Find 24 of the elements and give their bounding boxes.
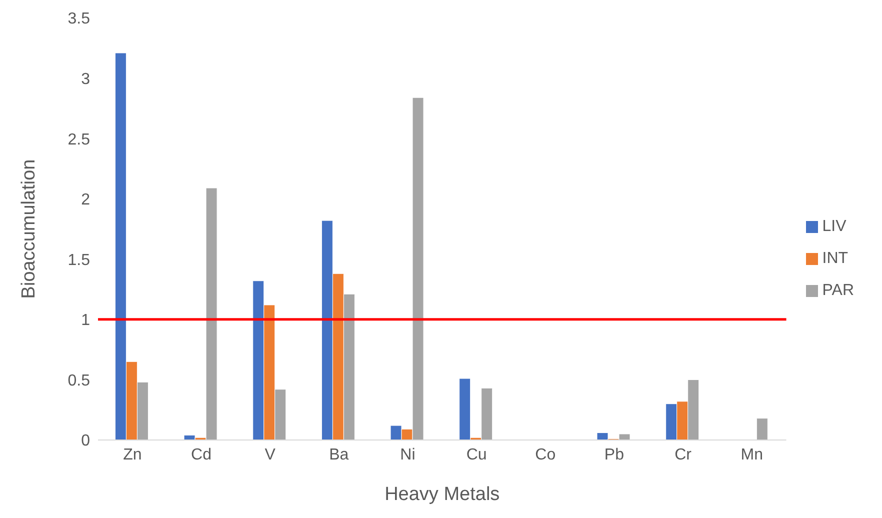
y-tick-label: 2 xyxy=(81,192,90,209)
bar xyxy=(756,418,768,440)
legend-label: LIV xyxy=(822,218,846,235)
x-tick-label: Cu xyxy=(466,446,487,464)
legend-label: INT xyxy=(822,250,848,267)
x-tick-label: Pb xyxy=(604,446,624,464)
x-tick-label: Mn xyxy=(740,446,763,464)
x-tick-label: Ba xyxy=(329,446,349,464)
x-tick-label: Zn xyxy=(123,446,142,464)
y-axis-title: Bioaccumulation xyxy=(18,159,40,299)
x-tick-label: Cr xyxy=(674,446,692,464)
y-tick-label: 3.5 xyxy=(68,10,90,28)
y-tick-label: 3 xyxy=(81,70,90,88)
x-tick-label: Cd xyxy=(191,446,212,464)
legend-label: PAR xyxy=(822,282,854,299)
x-axis-title: Heavy Metals xyxy=(384,484,500,505)
y-tick-label: 0 xyxy=(81,432,90,450)
y-tick-label: 2.5 xyxy=(68,131,90,148)
y-tick-label: 1.5 xyxy=(68,252,90,269)
y-tick-label: 1 xyxy=(81,312,90,330)
x-tick-label: V xyxy=(264,446,276,464)
y-tick-label: 0.5 xyxy=(68,372,90,390)
x-tick-label: Co xyxy=(535,446,556,464)
x-tick-label: Ni xyxy=(400,446,416,464)
